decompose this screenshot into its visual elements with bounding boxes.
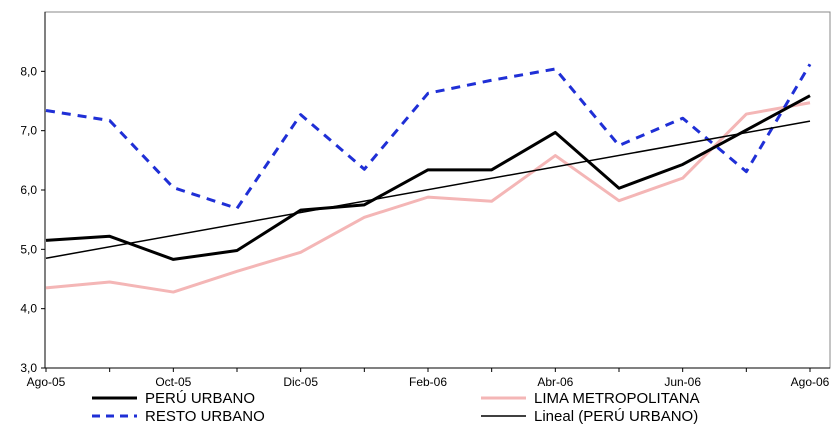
- legend: PERÚ URBANO LIMA METROPOLITANA RESTO URBAN…: [92, 390, 700, 425]
- plot-area: [44, 11, 831, 369]
- y-tick-label: 8,0: [20, 64, 37, 78]
- legend-label: PERÚ URBANO: [145, 390, 255, 407]
- y-tick-label: 6,0: [20, 183, 37, 197]
- series-line: [45, 63, 812, 210]
- legend-label: Lineal (PERÚ URBANO): [534, 408, 698, 425]
- series-line: [45, 120, 811, 259]
- series-layer: [45, 63, 812, 294]
- x-tick-label: Dic-05: [283, 375, 318, 389]
- y-tick-label: 5,0: [20, 242, 37, 256]
- series-line: [45, 94, 811, 261]
- x-tick-label: Oct-05: [155, 375, 191, 389]
- x-axis-ticks: Ago-05 Oct-05 Dic-05 Feb-06 Abr-06 Jun-06 Ago-…: [27, 368, 830, 389]
- legend-label: RESTO URBANO: [145, 408, 265, 425]
- y-tick-label: 4,0: [20, 302, 37, 316]
- x-tick-label: Abr-06: [537, 375, 573, 389]
- y-axis-ticks: 3,0 4,0 5,0 6,0 7,0 8,0: [20, 64, 45, 375]
- legend-label: LIMA METROPOLITANA: [534, 390, 700, 407]
- y-tick-label: 3,0: [20, 361, 37, 375]
- x-tick-label: Feb-06: [409, 375, 447, 389]
- x-tick-label: Jun-06: [664, 375, 701, 389]
- series-line: [45, 101, 811, 294]
- y-tick-label: 7,0: [20, 124, 37, 138]
- x-tick-label: Ago-05: [27, 375, 66, 389]
- x-tick-label: Ago-06: [791, 375, 830, 389]
